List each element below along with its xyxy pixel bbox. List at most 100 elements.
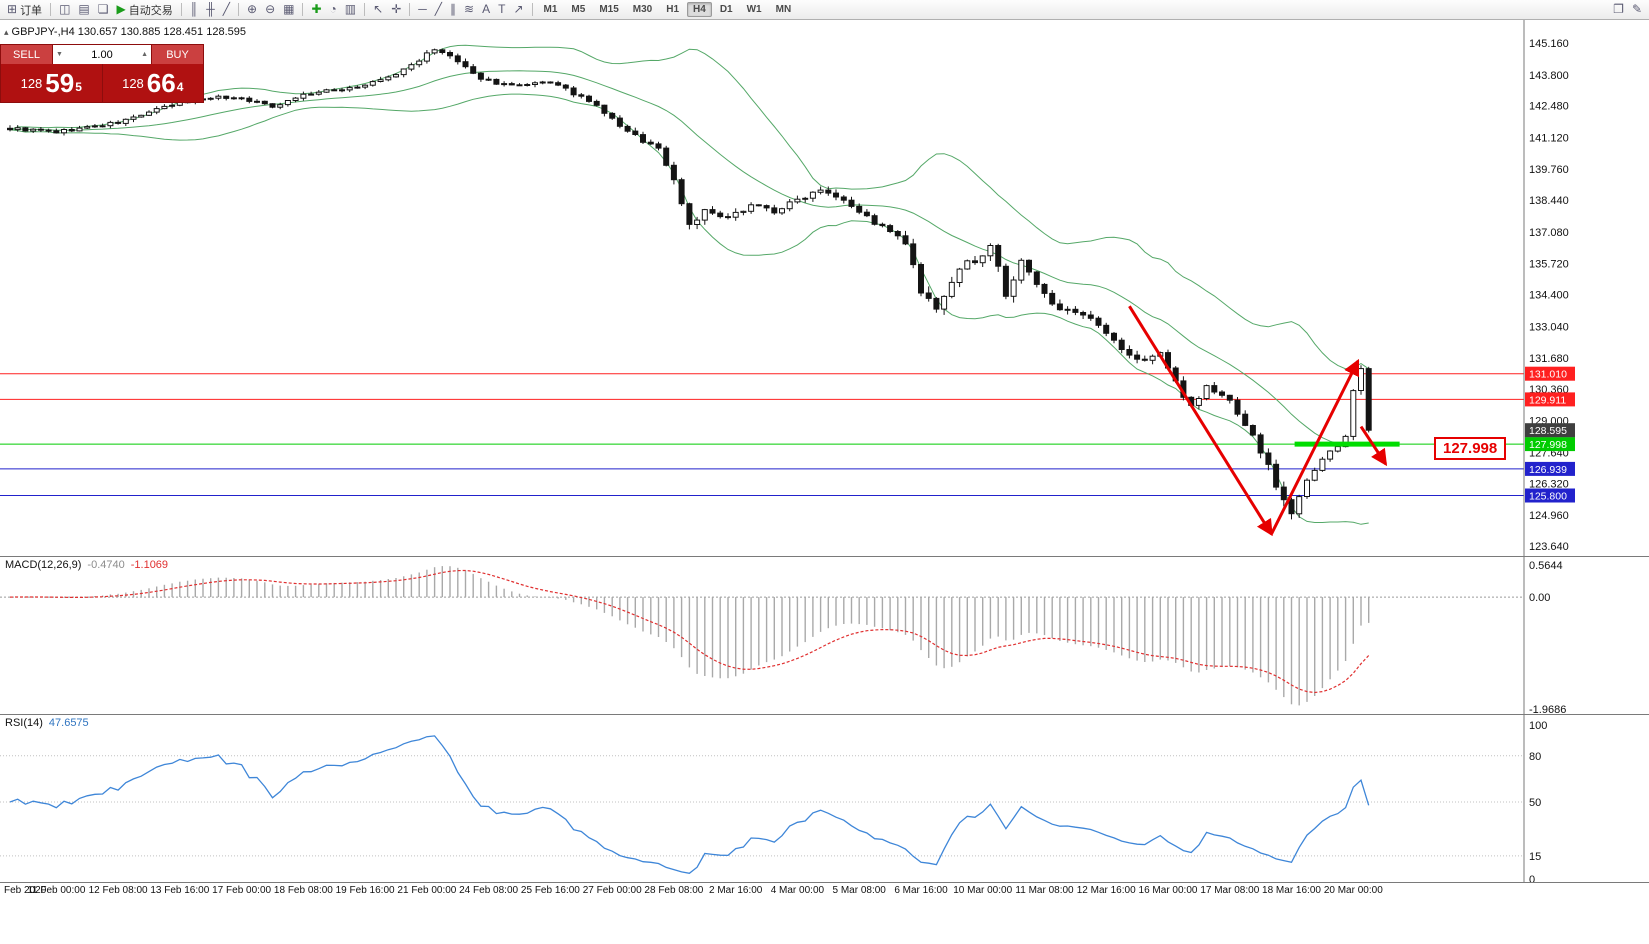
svg-text:137.080: 137.080: [1529, 227, 1569, 239]
textlabel-icon[interactable]: T: [494, 0, 509, 19]
candles: [7, 48, 1372, 520]
trendline-icon[interactable]: ╱: [431, 0, 446, 19]
zoom-out-icon[interactable]: ⊖: [261, 0, 279, 19]
time-axis-label: 11 Feb 00:00: [27, 885, 86, 896]
bar-chart-icon[interactable]: ║: [186, 0, 203, 19]
timeframe-button-m30[interactable]: M30: [632, 4, 653, 15]
volume-field[interactable]: ▼ 1.00 ▲: [53, 45, 151, 64]
period-icon[interactable]: ◔: [326, 0, 341, 19]
toolbar-separator: [180, 3, 182, 16]
timeframe-button-m15[interactable]: M15: [599, 4, 619, 15]
time-axis-label: 13 Feb 16:00: [150, 885, 210, 896]
timeframe-button-h1[interactable]: H1: [666, 4, 680, 15]
channel-icon[interactable]: ∥: [446, 0, 460, 19]
new-order-button-label: 订单: [20, 4, 43, 17]
macd-canvas[interactable]: 0.5644 0.00 -1.9686: [0, 557, 1649, 714]
channel-icon: ∥: [450, 2, 457, 16]
volume-down-button[interactable]: ▼: [56, 51, 63, 58]
toolbar-separator: [50, 3, 52, 16]
rsi-pane[interactable]: 100 80 50 15 0 RSI(14) 47.6575: [0, 714, 1649, 882]
svg-text:124.960: 124.960: [1529, 510, 1569, 522]
fibo-icon[interactable]: ≋: [460, 0, 478, 19]
time-axis-period-label: Feb 2020: [4, 885, 47, 896]
svg-text:129.911: 129.911: [1529, 394, 1566, 406]
new-order-icon: ⊞: [7, 2, 18, 16]
panel-pointer-icon[interactable]: ✎: [1631, 2, 1642, 16]
timeframe-button-mn[interactable]: MN: [775, 4, 792, 15]
svg-text:131.010: 131.010: [1529, 369, 1567, 381]
time-axis-label: 27 Feb 00:00: [582, 885, 642, 896]
trendline-icon: ╱: [434, 2, 443, 16]
trend-arrows[interactable]: [1128, 305, 1388, 537]
bollinger-bands: [0, 44, 1524, 525]
new-order-button[interactable]: ⊞ 订单: [3, 0, 46, 19]
svg-text:0.5644: 0.5644: [1529, 560, 1563, 572]
svg-text:134.400: 134.400: [1529, 290, 1569, 302]
svg-text:143.800: 143.800: [1529, 70, 1569, 82]
rsi-canvas[interactable]: 100 80 50 15 0: [0, 715, 1649, 882]
macd-value-signal: -1.1069: [130, 559, 169, 571]
autotrade-button[interactable]: ▶ 自动交易: [113, 0, 177, 19]
line-chart-icon[interactable]: ╱: [219, 0, 234, 19]
time-axis-label: 25 Feb 16:00: [520, 885, 580, 896]
profiles-icon[interactable]: ❏: [94, 0, 113, 19]
timeframe-button-w1[interactable]: W1: [746, 4, 762, 15]
period-icon: ◔: [329, 2, 337, 16]
print-icon[interactable]: ▤: [74, 0, 93, 19]
data-window-icon[interactable]: ▥: [341, 0, 360, 19]
buy-price-sup: 4: [176, 80, 184, 94]
timeframe-button-d1[interactable]: D1: [719, 4, 733, 15]
macd-value-main: -0.4740: [87, 559, 125, 571]
macd-signal-line: [9, 569, 1370, 694]
svg-text:126.939: 126.939: [1529, 464, 1567, 476]
text-icon[interactable]: A: [478, 0, 494, 19]
charts-icon[interactable]: ◫: [55, 0, 74, 19]
macd-name: MACD(12,26,9): [5, 559, 82, 571]
hline-icon[interactable]: ─: [414, 0, 431, 19]
svg-text:50: 50: [1529, 797, 1541, 809]
price-chart-canvas[interactable]: 145.160 143.800 142.480 141.120 139.760 138.4…: [0, 20, 1649, 556]
time-axis-label: 20 Mar 00:00: [1323, 885, 1383, 896]
zoom-in-icon: ⊕: [247, 2, 258, 16]
crosshair-icon[interactable]: ✛: [387, 0, 405, 19]
toolbar-separator: [364, 3, 366, 16]
timeframe-button-m1[interactable]: M1: [543, 4, 558, 15]
indicators-icon: ✚: [311, 2, 322, 16]
price-callout-label[interactable]: 127.998: [1434, 437, 1507, 460]
price-chart-pane[interactable]: 145.160 143.800 142.480 141.120 139.760 138.4…: [0, 20, 1649, 556]
svg-text:127.998: 127.998: [1529, 439, 1567, 451]
timeframe-button-m5[interactable]: M5: [571, 4, 586, 15]
svg-text:80: 80: [1529, 751, 1541, 763]
panel-window-icon[interactable]: ❐: [1613, 2, 1624, 16]
sell-button[interactable]: SELL: [1, 45, 53, 64]
arrows-icon[interactable]: ↗: [509, 0, 527, 19]
time-axis-label: 12 Mar 16:00: [1076, 885, 1136, 896]
candlestick-icon[interactable]: ╫: [202, 0, 219, 19]
sell-price-button[interactable]: 128 59 5: [1, 64, 103, 102]
svg-text:125.800: 125.800: [1529, 491, 1567, 503]
price-axis[interactable]: 145.160 143.800 142.480 141.120 139.760 138.4…: [1523, 20, 1575, 556]
hline-icon: ─: [418, 2, 427, 16]
one-click-trade-panel: SELL ▼ 1.00 ▲ BUY 128 59 5 128 66 4: [0, 44, 204, 103]
buy-price-button[interactable]: 128 66 4: [103, 64, 204, 102]
zoom-in-icon[interactable]: ⊕: [243, 0, 261, 19]
candlestick-icon: ╫: [206, 2, 215, 16]
indicators-icon[interactable]: ✚: [307, 0, 325, 19]
sell-price-prefix: 128: [20, 75, 43, 91]
grid-icon[interactable]: ▦: [279, 0, 298, 19]
svg-text:0.00: 0.00: [1529, 592, 1550, 604]
cursor-icon[interactable]: ↖: [369, 0, 387, 19]
macd-pane[interactable]: 0.5644 0.00 -1.9686 MACD(12,26,9) -0.4740 -1…: [0, 556, 1649, 714]
timeframe-button-h4[interactable]: H4: [687, 2, 712, 17]
buy-button[interactable]: BUY: [151, 45, 203, 64]
charts-icon: ◫: [59, 2, 71, 16]
time-axis[interactable]: Feb 2020 11 Feb 00:00 12 Feb 08:00 13 Feb 1…: [0, 882, 1649, 900]
volume-up-button[interactable]: ▲: [141, 51, 148, 58]
time-axis-label: 18 Feb 08:00: [273, 885, 333, 896]
buy-price-prefix: 128: [122, 75, 144, 91]
volume-value[interactable]: 1.00: [91, 48, 113, 61]
time-axis-label: 10 Mar 00:00: [953, 885, 1013, 896]
time-axis-label: 21 Feb 00:00: [397, 885, 457, 896]
data-window-icon: ▥: [344, 2, 357, 16]
buy-price-main: 66: [146, 67, 176, 98]
